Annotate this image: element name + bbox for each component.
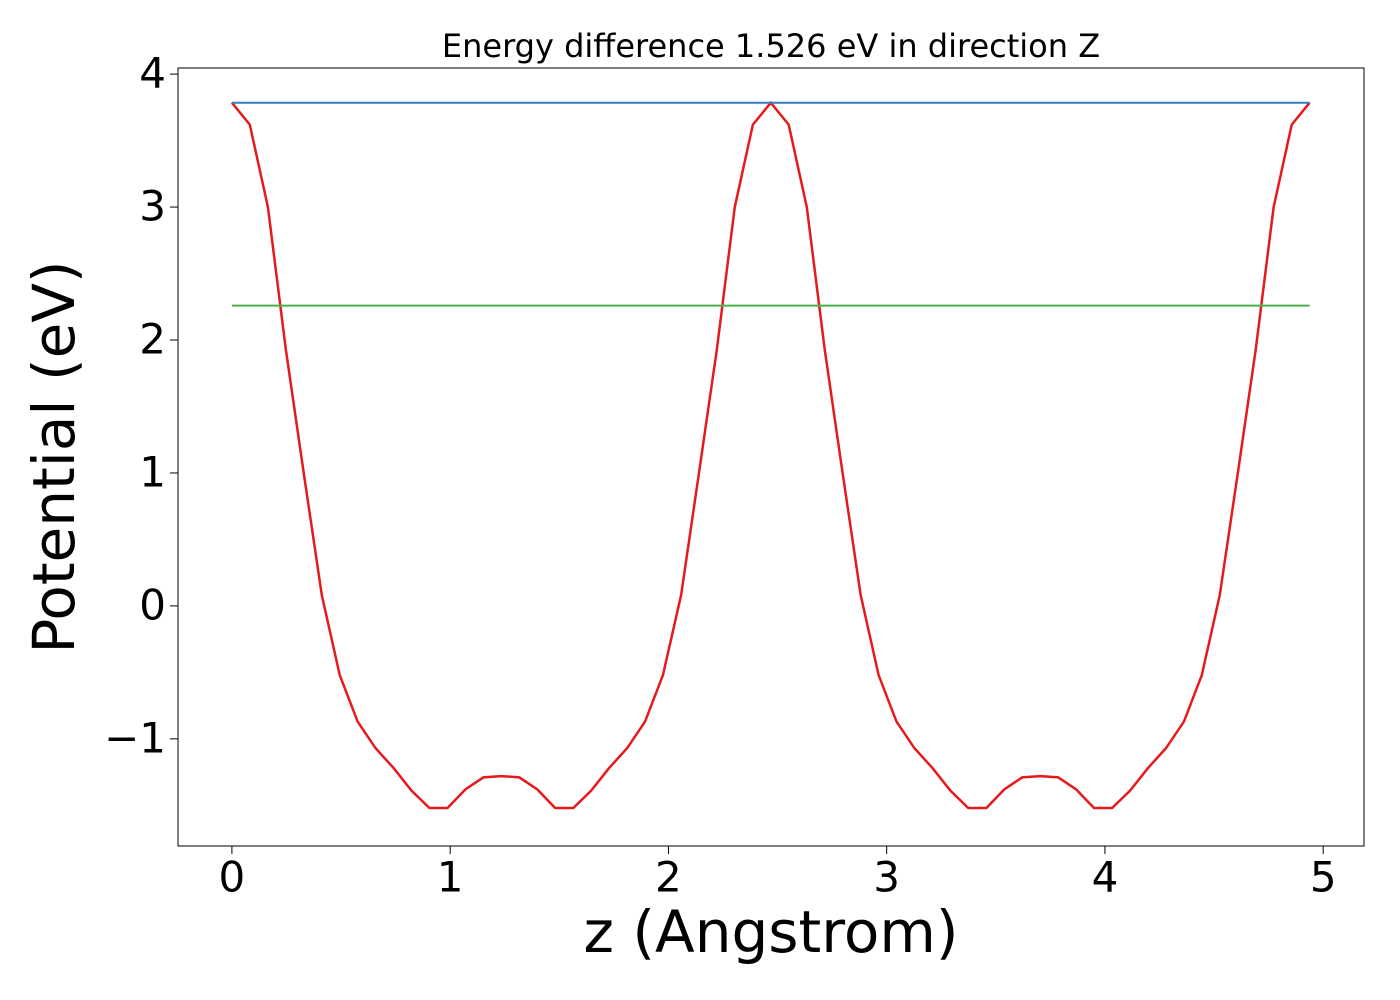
- y-tick-label: 0: [139, 580, 166, 629]
- y-tick-label: 3: [139, 182, 166, 231]
- y-tick-label: 1: [139, 447, 166, 496]
- line-series: [230, 100, 1311, 810]
- x-tick-label: 5: [1310, 853, 1337, 902]
- x-tick-label: 0: [219, 853, 246, 902]
- x-axis-label: z (Angstrom): [584, 898, 959, 966]
- y-tick-label: 4: [139, 49, 166, 98]
- y-tick-label: 2: [139, 315, 166, 364]
- x-tick-label: 3: [873, 853, 900, 902]
- plot-frame: [177, 67, 1365, 847]
- y-axis-label: Potential (eV): [20, 260, 88, 653]
- chart-title: Energy difference 1.526 eV in direction …: [442, 27, 1100, 65]
- x-tick-label: 4: [1092, 853, 1119, 902]
- y-tick-label: −1: [104, 713, 166, 762]
- x-tick-label: 1: [437, 853, 464, 902]
- x-tick-label: 2: [655, 853, 682, 902]
